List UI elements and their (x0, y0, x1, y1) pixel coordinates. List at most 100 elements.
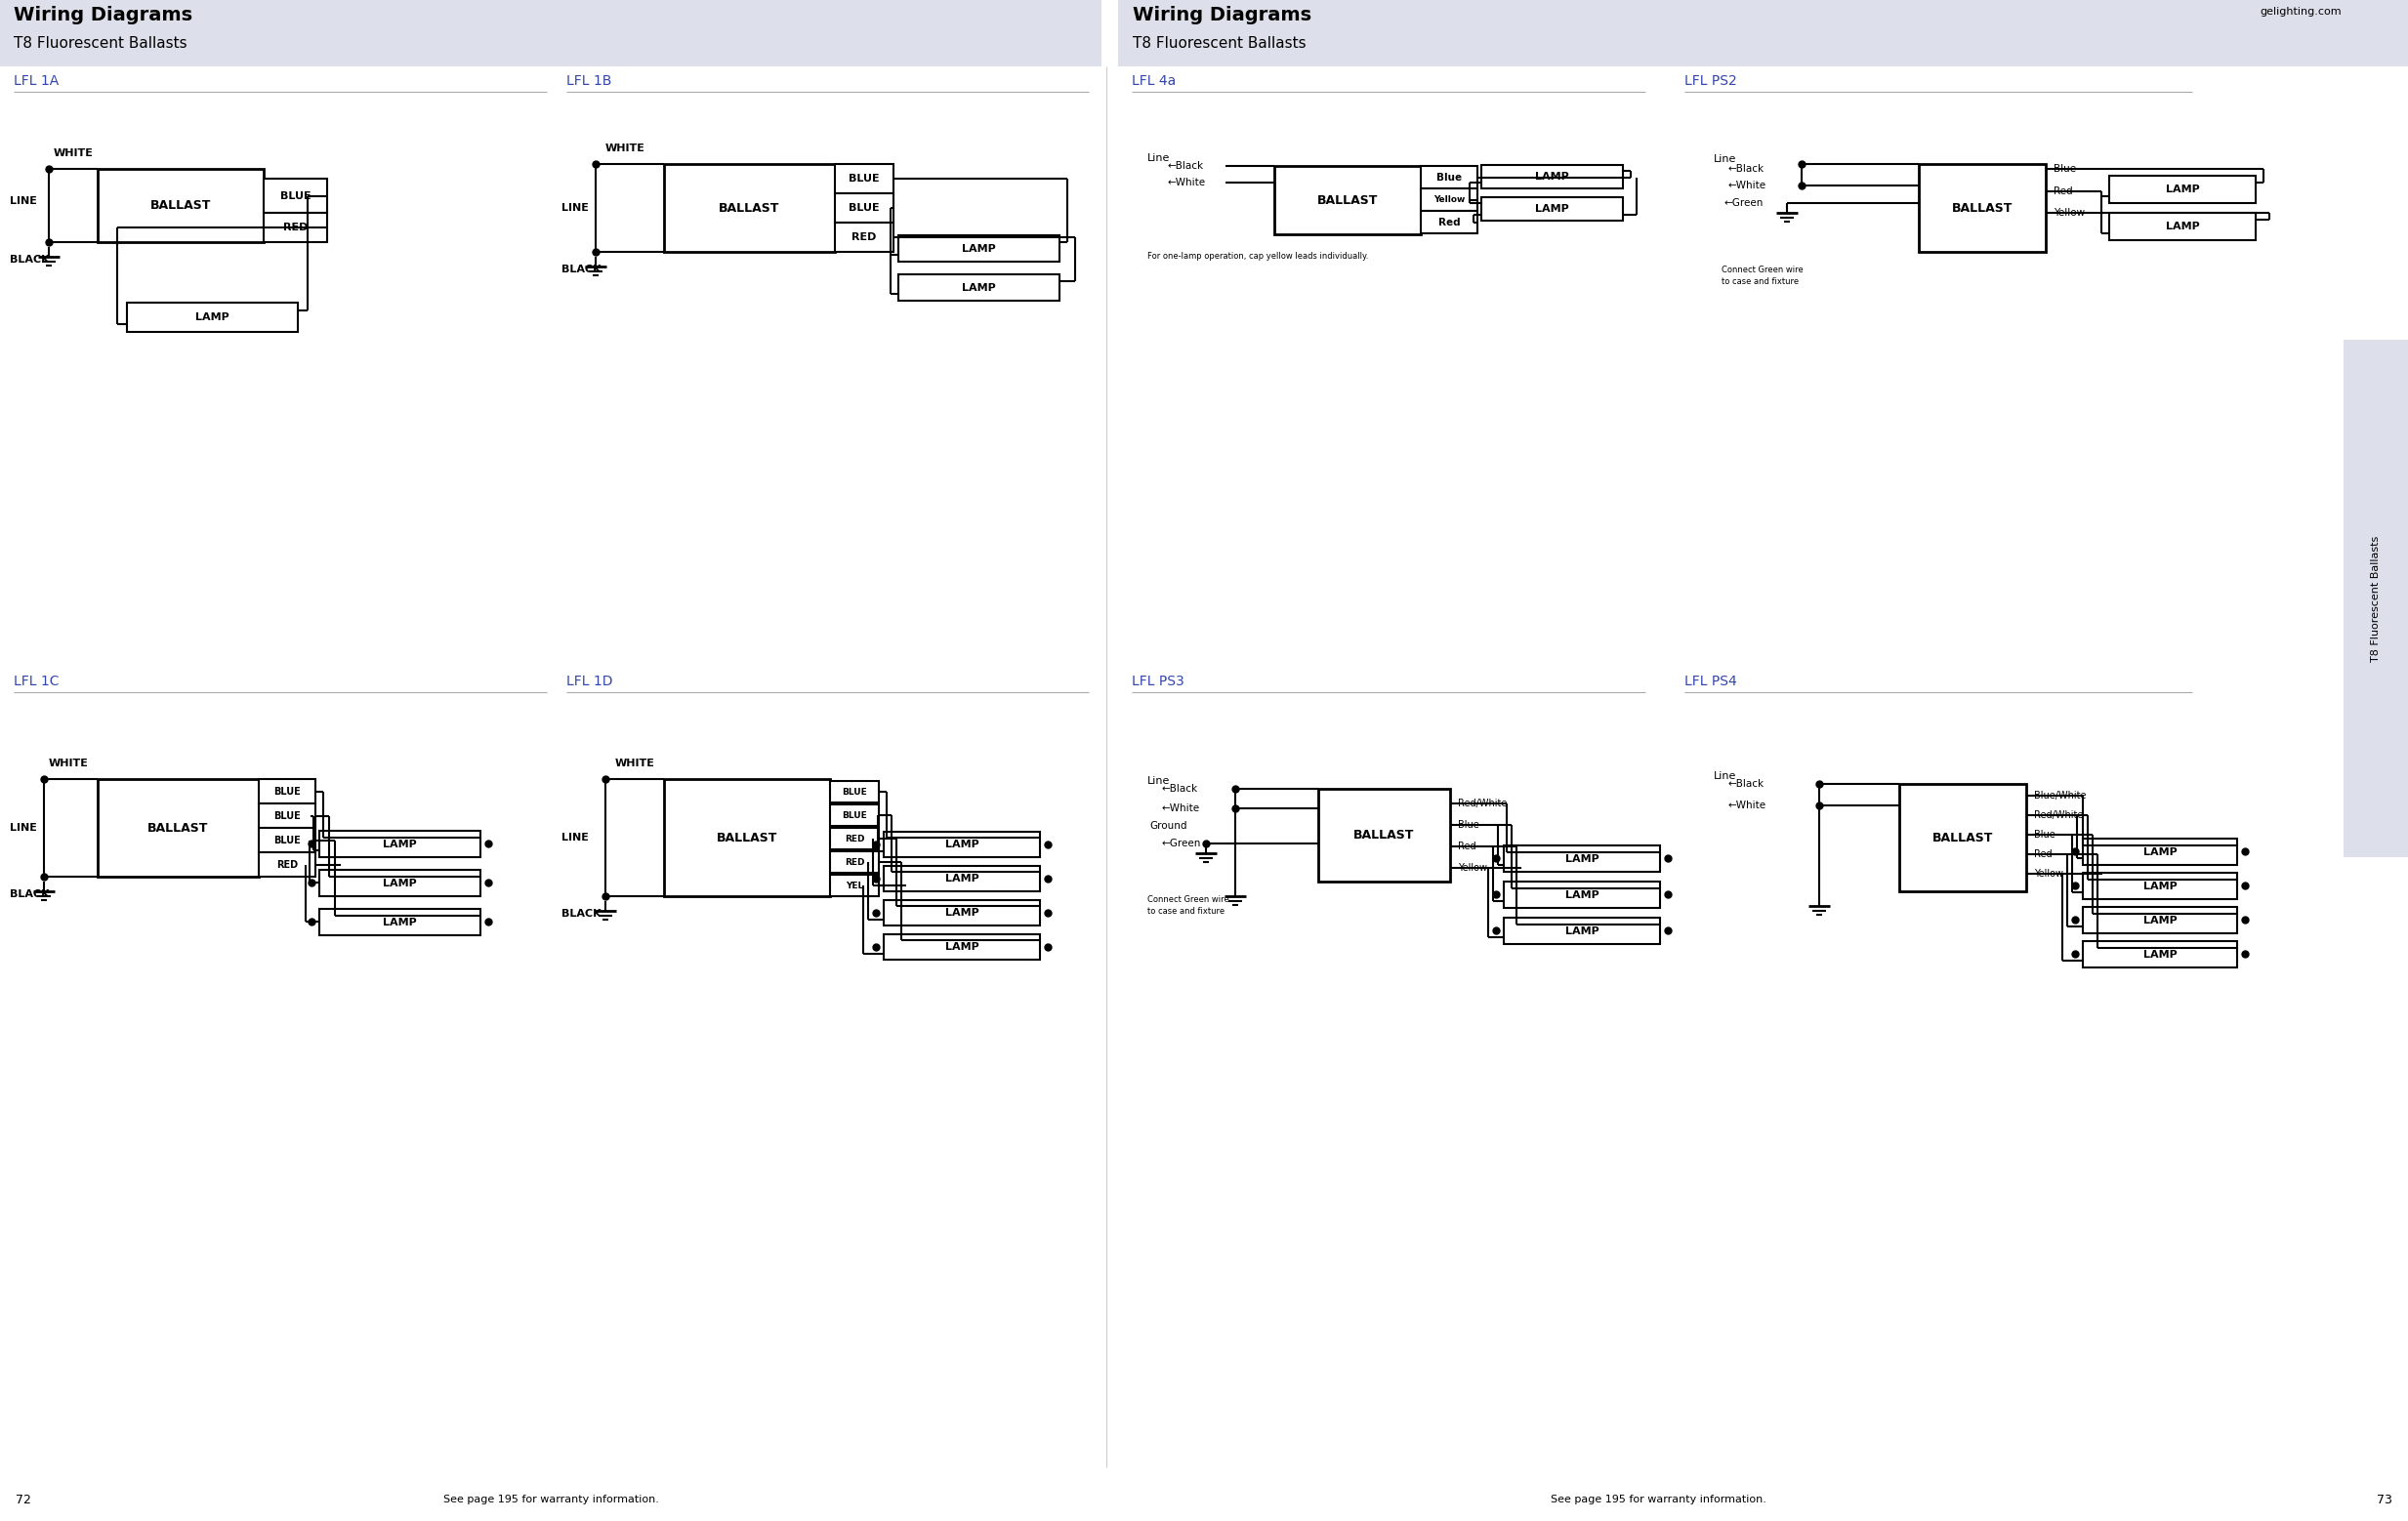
Bar (831, 875, 879, 896)
Bar (258, 827, 315, 852)
Bar (898, 274, 1060, 301)
Text: 73: 73 (2377, 1494, 2394, 1506)
Text: LAMP: LAMP (383, 840, 417, 849)
Bar (831, 827, 879, 849)
Text: ←White: ←White (1168, 178, 1204, 187)
Bar (884, 900, 1040, 925)
Bar (831, 852, 879, 873)
Text: Connect Green wire: Connect Green wire (1146, 894, 1228, 903)
Bar (99, 169, 262, 242)
Text: LAMP: LAMP (944, 840, 978, 849)
Bar (836, 164, 893, 193)
Text: Ground: Ground (1149, 821, 1187, 830)
Text: Yellow: Yellow (2035, 868, 2064, 879)
Text: BLUE: BLUE (848, 173, 879, 184)
Text: BALLAST: BALLAST (718, 832, 778, 844)
Text: BALLAST: BALLAST (1931, 832, 1994, 844)
Bar (262, 213, 327, 242)
Text: Connect Green wire: Connect Green wire (1722, 265, 1804, 274)
Bar (1421, 189, 1479, 211)
Bar (320, 910, 482, 935)
Text: T8 Fluorescent Ballasts: T8 Fluorescent Ballasts (1132, 35, 1305, 50)
Text: Wiring Diagrams: Wiring Diagrams (1132, 6, 1312, 24)
Text: WHITE: WHITE (614, 759, 655, 768)
Text: BLUE: BLUE (848, 204, 879, 213)
Text: BLUE: BLUE (843, 788, 867, 795)
Text: LAMP: LAMP (961, 243, 997, 254)
Text: RED: RED (277, 859, 299, 870)
Text: BALLAST: BALLAST (1953, 202, 2013, 214)
Bar (1503, 882, 1659, 908)
Text: LAMP: LAMP (1536, 204, 1570, 214)
Text: LAMP: LAMP (2143, 916, 2177, 925)
Text: gelighting.com: gelighting.com (2261, 6, 2341, 17)
Bar (2083, 838, 2237, 865)
Text: Yellow: Yellow (2054, 208, 2085, 218)
Text: LAMP: LAMP (195, 312, 229, 322)
Text: Red/White: Red/White (1457, 799, 1507, 808)
Text: LAMP: LAMP (383, 917, 417, 926)
Bar (2343, 339, 2408, 858)
Bar (1317, 789, 1450, 882)
Text: LAMP: LAMP (1536, 172, 1570, 181)
Text: LFL PS3: LFL PS3 (1132, 675, 1185, 689)
Text: BLUE: BLUE (279, 190, 311, 201)
Bar (1274, 166, 1421, 234)
Bar (1919, 164, 2047, 252)
Text: Red: Red (1438, 218, 1459, 227)
Bar (831, 780, 879, 803)
Bar (258, 803, 315, 827)
Text: RED: RED (845, 834, 864, 843)
Bar (2083, 941, 2237, 967)
Bar (2083, 907, 2237, 934)
Text: LINE: LINE (10, 823, 36, 832)
Text: BLACK: BLACK (561, 265, 602, 274)
Text: T8 Fluorescent Ballasts: T8 Fluorescent Ballasts (14, 35, 188, 50)
Text: BLUE: BLUE (275, 835, 301, 846)
Text: See page 195 for warranty information.: See page 195 for warranty information. (1551, 1495, 1765, 1504)
Text: ←White: ←White (1163, 803, 1199, 814)
Text: BLACK: BLACK (561, 910, 602, 919)
Text: BLACK: BLACK (10, 256, 51, 265)
Text: RED: RED (845, 858, 864, 867)
Text: WHITE: WHITE (53, 149, 94, 158)
Text: ←Green: ←Green (1163, 838, 1202, 849)
Text: See page 195 for warranty information.: See page 195 for warranty information. (443, 1495, 657, 1504)
Bar (320, 870, 482, 896)
Text: to case and fixture: to case and fixture (1722, 277, 1799, 286)
Text: LFL 1C: LFL 1C (14, 675, 60, 689)
Text: BLUE: BLUE (275, 786, 301, 795)
Text: LAMP: LAMP (2143, 949, 2177, 960)
Text: Line: Line (1714, 154, 1736, 164)
Text: Blue: Blue (2054, 164, 2076, 173)
Text: BLUE: BLUE (275, 811, 301, 820)
Text: Line: Line (1714, 771, 1736, 780)
Text: BLUE: BLUE (843, 811, 867, 820)
Text: ←Black: ←Black (1729, 164, 1765, 173)
Text: Red: Red (2054, 187, 2073, 196)
Bar (1117, 0, 2408, 67)
Text: Red: Red (2035, 849, 2052, 859)
Bar (262, 178, 327, 213)
Bar (898, 236, 1060, 262)
Text: BALLAST: BALLAST (1317, 193, 1377, 207)
Text: LAMP: LAMP (383, 878, 417, 888)
Text: LINE: LINE (10, 196, 36, 205)
Text: Yellow: Yellow (1457, 862, 1488, 873)
Bar (2083, 873, 2237, 899)
Bar (2109, 213, 2256, 240)
Text: Red: Red (1457, 841, 1476, 852)
Text: WHITE: WHITE (604, 143, 645, 154)
Text: Blue/White: Blue/White (2035, 791, 2085, 800)
Bar (99, 779, 258, 876)
Bar (1481, 164, 1623, 189)
Text: LAMP: LAMP (2143, 847, 2177, 856)
Bar (884, 832, 1040, 858)
Bar (836, 222, 893, 252)
Text: BALLAST: BALLAST (720, 202, 780, 214)
Text: LFL PS4: LFL PS4 (1686, 675, 1736, 689)
Text: Red/White: Red/White (2035, 811, 2083, 820)
Bar (665, 164, 836, 252)
Text: LAMP: LAMP (961, 283, 997, 292)
Text: LAMP: LAMP (944, 941, 978, 952)
